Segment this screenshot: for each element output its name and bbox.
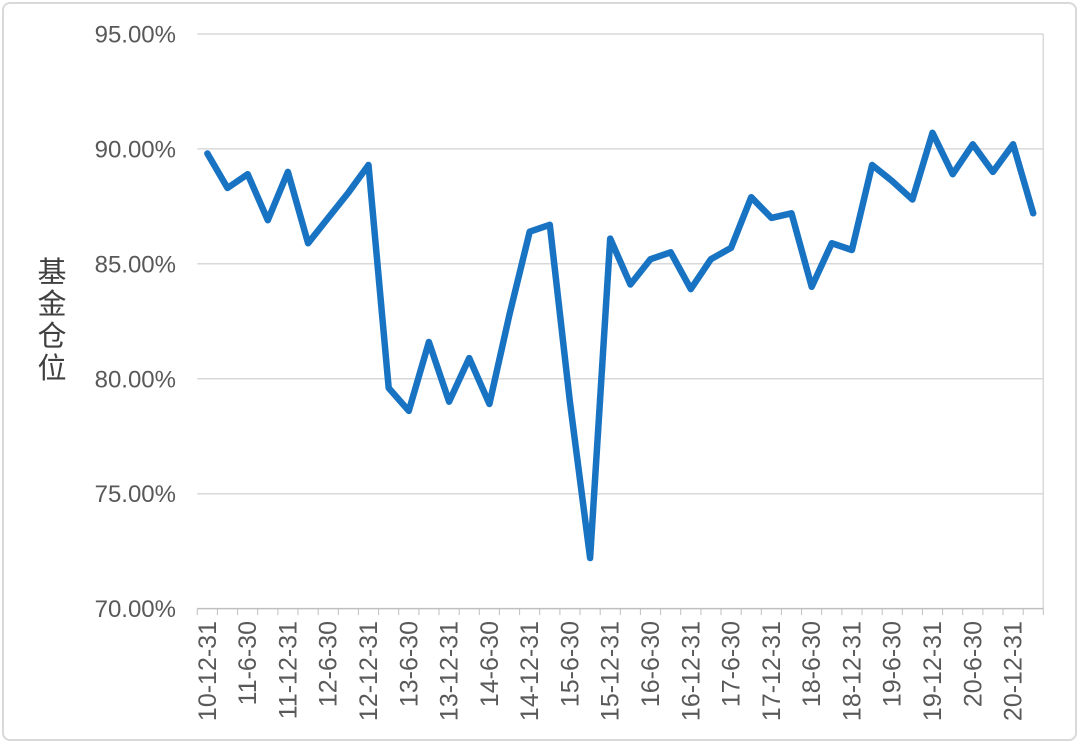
x-tick-label-14-12-31: 14-12-31	[516, 621, 544, 721]
x-tick-label-18-6-30: 18-6-30	[798, 621, 826, 707]
x-tick-label-14-6-30: 14-6-30	[476, 621, 504, 707]
y-tick-label-85: 85.00%	[95, 251, 176, 278]
x-tick-label-11-6-30: 11-6-30	[234, 621, 262, 705]
x-tick-label-15-6-30: 15-6-30	[556, 621, 584, 707]
y-axis-tick-labels: 95.00% 90.00% 85.00% 80.00% 75.00% 70.00%	[95, 22, 176, 624]
y-tick-label-95: 95.00%	[95, 22, 176, 49]
y-tick-label-80: 80.00%	[95, 366, 176, 393]
y-tick-label-75: 75.00%	[95, 481, 176, 508]
x-tick-label-12-12-31: 12-12-31	[355, 621, 383, 721]
x-tick-label-17-6-30: 17-6-30	[718, 621, 746, 707]
x-tick-label-16-12-31: 16-12-31	[677, 621, 705, 721]
x-tick-label-13-6-30: 13-6-30	[395, 621, 423, 707]
x-axis-tick-labels: 10-12-31 11-6-30 11-12-31 12-6-30 12-12-31 13…	[194, 621, 1028, 721]
x-tick-label-17-12-31: 17-12-31	[758, 621, 786, 721]
x-tick-label-10-12-31: 10-12-31	[194, 621, 222, 721]
series-line-fund-position	[204, 129, 1037, 562]
y-tick-label-70: 70.00%	[95, 596, 176, 623]
x-tick-label-12-6-30: 12-6-30	[315, 621, 343, 707]
x-tick-label-20-12-31: 20-12-31	[1000, 621, 1028, 721]
y-axis-title: 基金仓位	[37, 256, 66, 385]
x-tick-label-19-6-30: 19-6-30	[879, 621, 907, 707]
x-tick-label-11-12-31: 11-12-31	[274, 621, 302, 719]
x-tick-label-19-12-31: 19-12-31	[919, 621, 947, 721]
x-tick-label-15-12-31: 15-12-31	[597, 621, 625, 721]
x-tick-label-20-6-30: 20-6-30	[959, 621, 987, 707]
x-tick-label-18-12-31: 18-12-31	[838, 621, 866, 721]
x-tick-label-16-6-30: 16-6-30	[637, 621, 665, 707]
y-tick-label-90: 90.00%	[95, 136, 176, 163]
x-axis-tick-marks	[196, 608, 1044, 616]
x-tick-label-13-12-31: 13-12-31	[436, 621, 464, 721]
